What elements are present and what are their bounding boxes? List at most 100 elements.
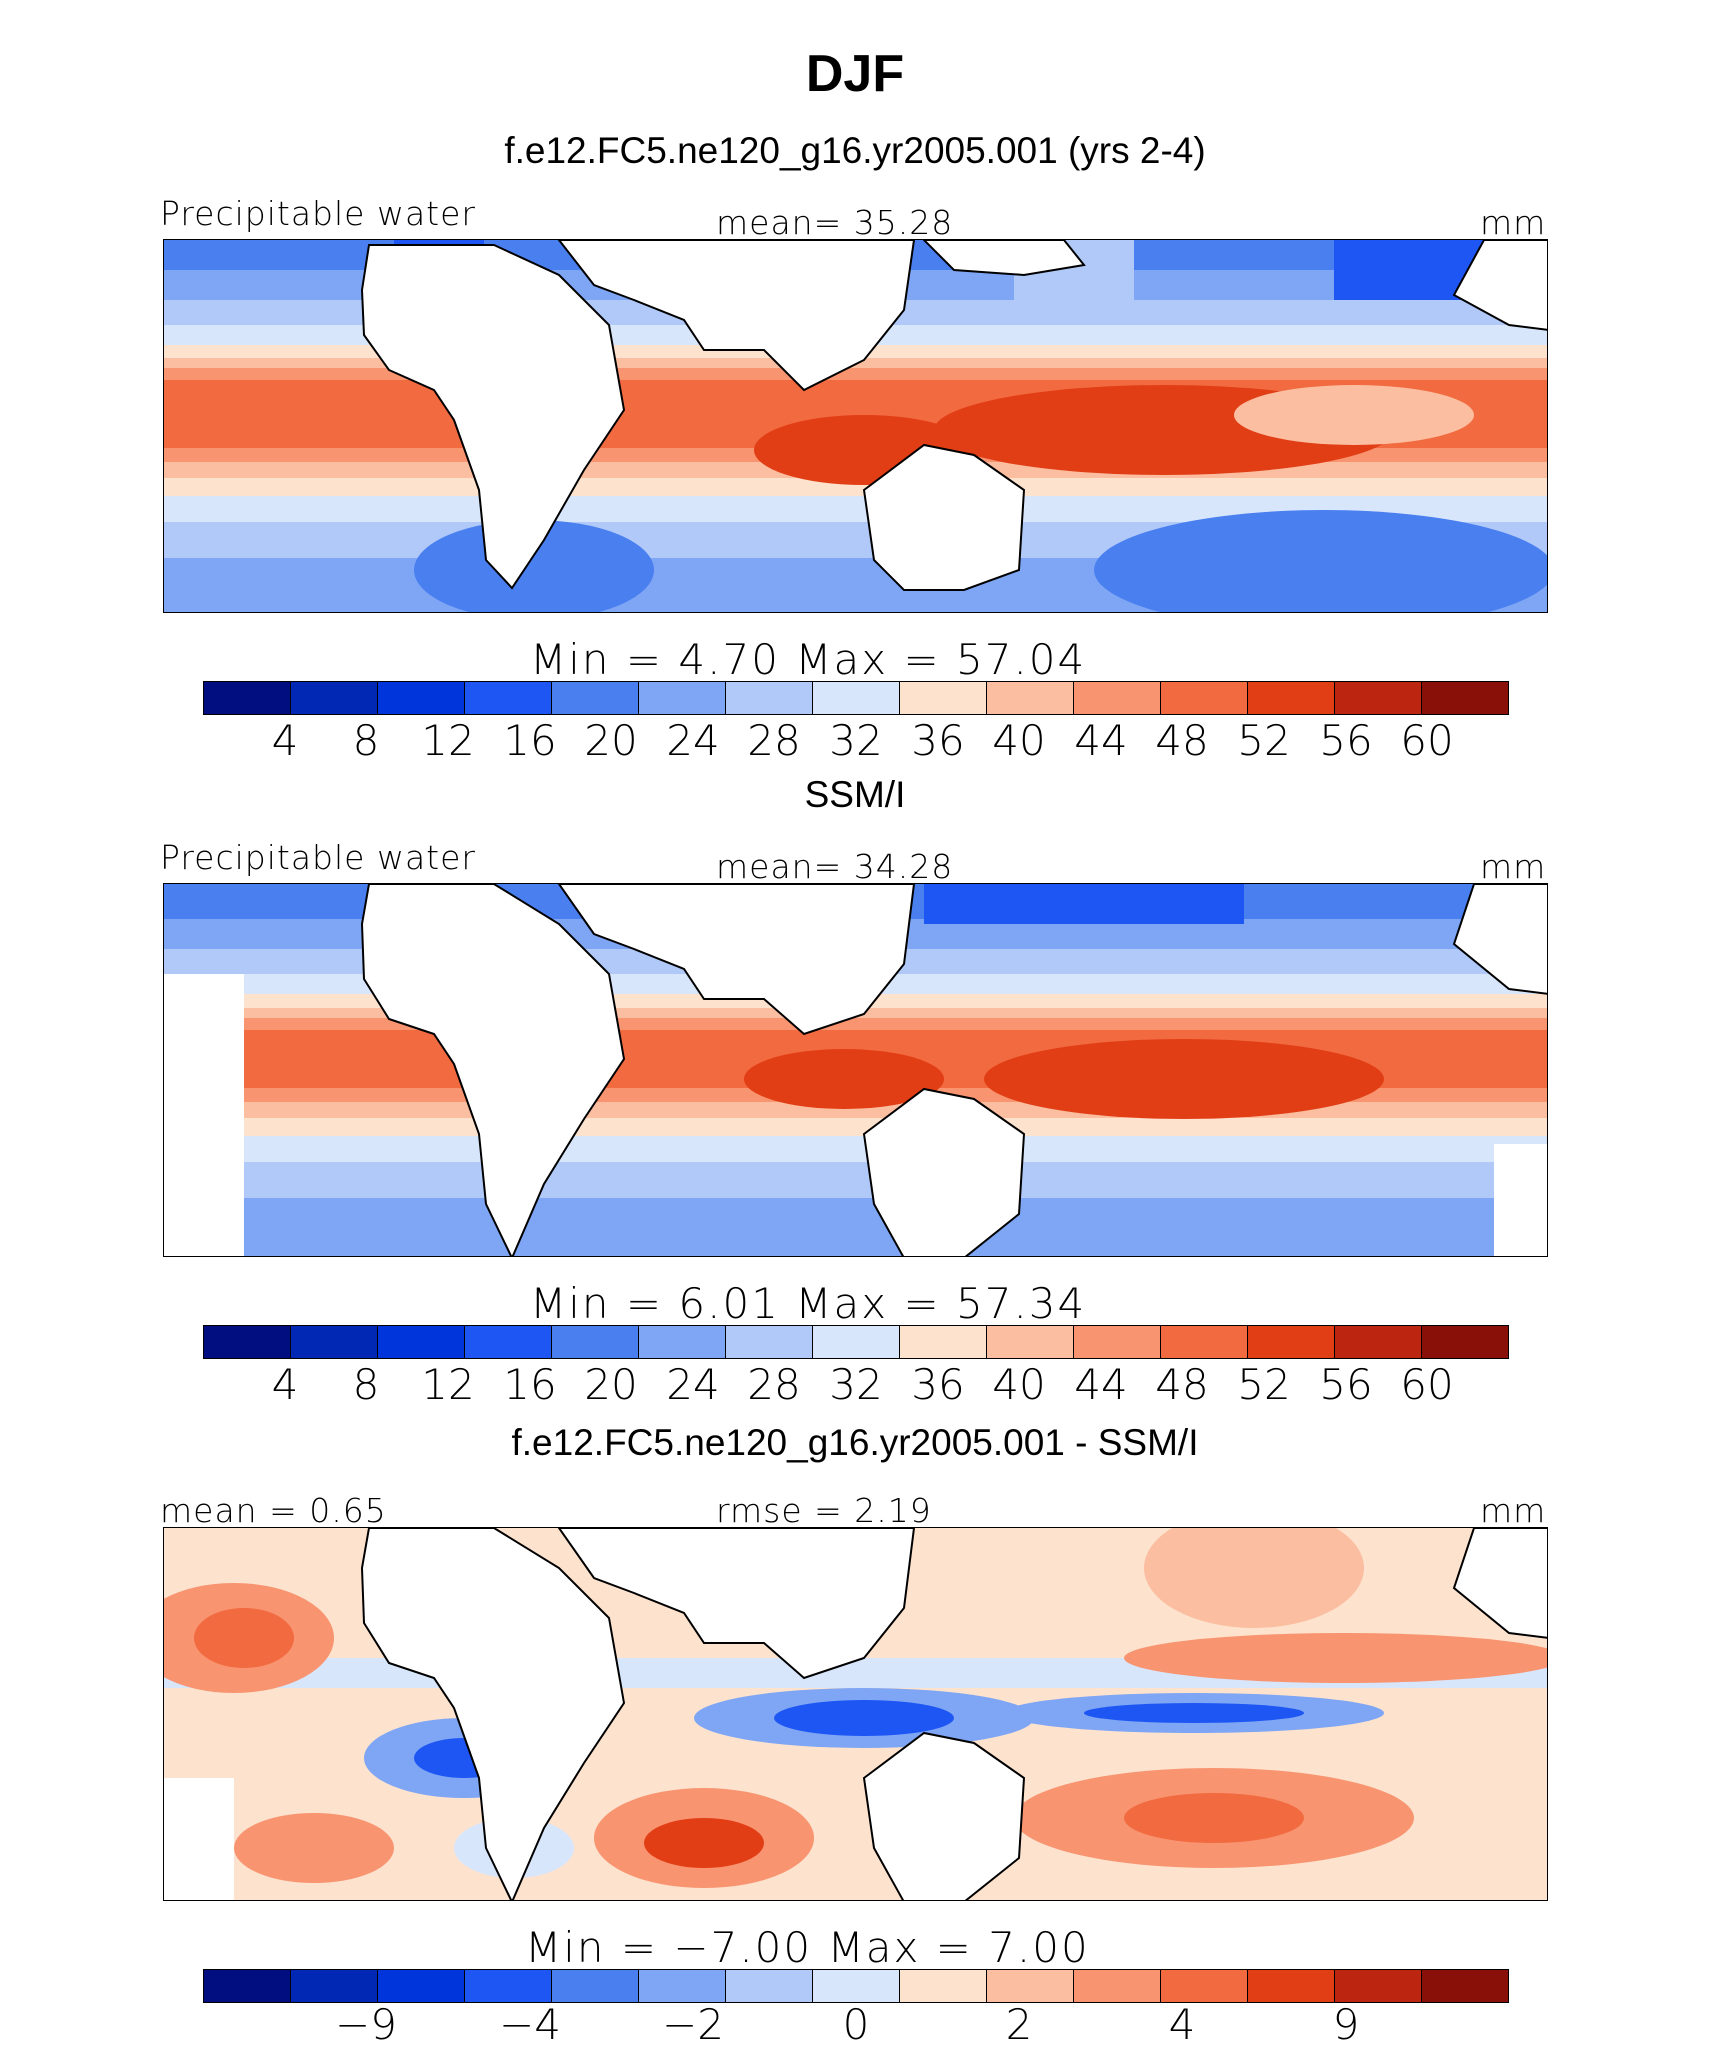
panel-2-range-label: Min = 6.01 Max = 57.34 — [530, 1279, 1087, 1328]
colorbar-swatch — [204, 1326, 291, 1358]
panel-2-tick: 24 — [666, 1360, 720, 1409]
panel-1-tick: 56 — [1319, 716, 1373, 765]
panel-2-tick: 32 — [829, 1360, 883, 1409]
panel-1-tick: 8 — [352, 716, 380, 765]
colorbar-swatch — [552, 682, 639, 714]
panel-3-tick: −9 — [335, 2000, 397, 2049]
panel-3-mean-label: mean = 0.65 — [160, 1491, 387, 1530]
panel-3-tick: 0 — [842, 2000, 870, 2049]
panel-3-tick: 9 — [1332, 2000, 1360, 2049]
panel-2-tick: 4 — [271, 1360, 299, 1409]
panel-2-colorbar — [203, 1325, 1509, 1359]
colorbar-swatch — [1161, 1970, 1248, 2002]
panel-2-mean-label: mean= 34.28 — [716, 847, 954, 886]
colorbar-swatch — [1074, 1970, 1161, 2002]
colorbar-swatch — [465, 682, 552, 714]
panel-2-tick: 12 — [421, 1360, 475, 1409]
colorbar-swatch — [1335, 1970, 1422, 2002]
colorbar-swatch — [900, 682, 987, 714]
colorbar-swatch — [639, 682, 726, 714]
colorbar-swatch — [1161, 682, 1248, 714]
colorbar-swatch — [987, 1326, 1074, 1358]
colorbar-swatch — [552, 1326, 639, 1358]
colorbar-swatch — [378, 1970, 465, 2002]
panel-2-map — [163, 883, 1548, 1257]
colorbar-swatch — [378, 1326, 465, 1358]
colorbar-swatch — [987, 1970, 1074, 2002]
panel-1-title: f.e12.FC5.ne120_g16.yr2005.001 (yrs 2-4) — [504, 130, 1206, 171]
panel-2-tick: 8 — [352, 1360, 380, 1409]
panel-2-title: SSM/I — [804, 774, 906, 815]
panel-3-map — [163, 1527, 1548, 1901]
colorbar-swatch — [1422, 1326, 1508, 1358]
panel-2-tick: 48 — [1155, 1360, 1209, 1409]
colorbar-swatch — [204, 1970, 291, 2002]
colorbar-swatch — [639, 1326, 726, 1358]
colorbar-swatch — [987, 682, 1074, 714]
panel-1-tick: 52 — [1237, 716, 1291, 765]
colorbar-swatch — [378, 682, 465, 714]
panel-3-units: mm — [1480, 1491, 1547, 1530]
colorbar-swatch — [639, 1970, 726, 2002]
panel-1-tick: 60 — [1400, 716, 1454, 765]
panel-2-tick: 60 — [1400, 1360, 1454, 1409]
colorbar-swatch — [1248, 1970, 1335, 2002]
colorbar-swatch — [465, 1970, 552, 2002]
panel-2-tick: 56 — [1319, 1360, 1373, 1409]
panel-3-tick: 2 — [1005, 2000, 1033, 2049]
panel-2-tick: 20 — [584, 1360, 638, 1409]
figure-title: DJF — [805, 45, 905, 103]
panel-1-tick: 36 — [911, 716, 965, 765]
panel-3-tick: −2 — [662, 2000, 724, 2049]
panel-1-map — [163, 239, 1548, 613]
panel-3-range-label: Min = −7.00 Max = 7.00 — [525, 1923, 1090, 1972]
colorbar-swatch — [813, 682, 900, 714]
colorbar-swatch — [291, 1326, 378, 1358]
colorbar-swatch — [1161, 1326, 1248, 1358]
panel-1-variable-label: Precipitable water — [160, 194, 476, 233]
panel-2-tick: 16 — [503, 1360, 557, 1409]
panel-3-tick: −4 — [499, 2000, 561, 2049]
panel-1-tick: 48 — [1155, 716, 1209, 765]
colorbar-swatch — [813, 1326, 900, 1358]
panel-2-tick: 44 — [1074, 1360, 1128, 1409]
panel-2-tick: 36 — [911, 1360, 965, 1409]
panel-1-units: mm — [1480, 203, 1547, 242]
colorbar-swatch — [1422, 682, 1508, 714]
panel-1-mean-label: mean= 35.28 — [716, 203, 954, 242]
panel-2-units: mm — [1480, 847, 1547, 886]
panel-1-tick: 32 — [829, 716, 883, 765]
panel-1-tick: 28 — [747, 716, 801, 765]
colorbar-swatch — [204, 682, 291, 714]
colorbar-swatch — [465, 1326, 552, 1358]
colorbar-swatch — [1074, 682, 1161, 714]
colorbar-swatch — [291, 1970, 378, 2002]
colorbar-swatch — [291, 682, 378, 714]
panel-1-tick: 40 — [992, 716, 1046, 765]
colorbar-swatch — [726, 1970, 813, 2002]
colorbar-swatch — [1335, 682, 1422, 714]
panel-1-tick: 24 — [666, 716, 720, 765]
colorbar-swatch — [1074, 1326, 1161, 1358]
colorbar-swatch — [813, 1970, 900, 2002]
panel-3-tick: 4 — [1168, 2000, 1196, 2049]
colorbar-swatch — [1248, 1326, 1335, 1358]
panel-3-colorbar — [203, 1969, 1509, 2003]
panel-2-tick: 28 — [747, 1360, 801, 1409]
panel-2-variable-label: Precipitable water — [160, 838, 476, 877]
colorbar-swatch — [1248, 682, 1335, 714]
panel-2-tick: 40 — [992, 1360, 1046, 1409]
colorbar-swatch — [1422, 1970, 1508, 2002]
panel-1-tick: 16 — [503, 716, 557, 765]
panel-1-range-label: Min = 4.70 Max = 57.04 — [530, 635, 1087, 684]
panel-3-title: f.e12.FC5.ne120_g16.yr2005.001 - SSM/I — [511, 1422, 1199, 1463]
panel-2-tick: 52 — [1237, 1360, 1291, 1409]
colorbar-swatch — [1335, 1326, 1422, 1358]
colorbar-swatch — [900, 1326, 987, 1358]
panel-3-rmse-label: rmse = 2.19 — [716, 1491, 932, 1530]
panel-1-tick: 44 — [1074, 716, 1128, 765]
colorbar-swatch — [726, 1326, 813, 1358]
panel-1-tick: 12 — [421, 716, 475, 765]
panel-1-tick: 20 — [584, 716, 638, 765]
colorbar-swatch — [726, 682, 813, 714]
